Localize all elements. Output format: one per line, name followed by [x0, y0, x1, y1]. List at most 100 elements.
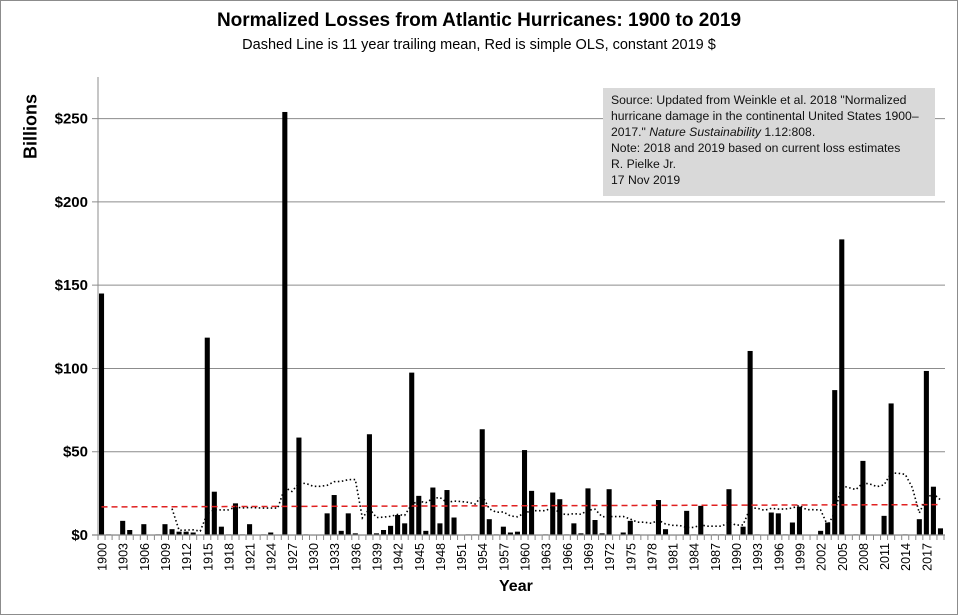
x-tick-label: 1945: [413, 543, 427, 571]
x-tick-label: 1933: [328, 543, 342, 571]
x-tick-label: 2017: [920, 543, 934, 571]
bar-1995: [768, 512, 774, 535]
bar-1938: [366, 434, 372, 535]
trailing-mean-line: [171, 472, 941, 533]
note-estimates: Note: 2018 and 2019 based on current los…: [611, 141, 901, 155]
bar-1975: [627, 520, 633, 535]
bar-1949: [444, 490, 450, 535]
y-tick-label: $150: [55, 277, 88, 294]
bar-1940: [380, 530, 387, 535]
bar-1968: [578, 533, 584, 535]
y-tick-label: $100: [55, 360, 88, 377]
y-tick-label: $0: [71, 527, 88, 544]
bar-1974: [620, 532, 626, 535]
chart-title: Normalized Losses from Atlantic Hurrican…: [216, 10, 742, 31]
bar-1932: [324, 513, 330, 535]
bar-1985: [698, 505, 704, 535]
x-tick-label: 1927: [286, 543, 300, 571]
bar-1964: [550, 492, 556, 535]
bar-1959: [514, 531, 521, 535]
x-tick-label: 1957: [497, 543, 511, 571]
bar-1943: [402, 523, 408, 535]
bar-2019: [937, 528, 944, 535]
x-tick-label: 1924: [265, 543, 279, 571]
bar-1947: [430, 487, 436, 535]
bar-1919: [232, 503, 239, 535]
note-author: R. Pielke Jr.: [611, 157, 677, 171]
x-tick-label: 1903: [117, 543, 131, 571]
x-tick-label: 2011: [878, 543, 892, 570]
x-tick-label: 1996: [772, 543, 786, 571]
x-tick-label: 1942: [392, 543, 406, 571]
x-tick-label: 1999: [793, 543, 807, 571]
note-date: 17 Nov 2019: [611, 173, 681, 187]
x-tick-label: 2002: [815, 543, 829, 571]
x-tick-label: 2014: [899, 543, 913, 571]
bar-2008: [860, 460, 866, 535]
bar-1939: [373, 533, 380, 535]
bar-1946: [423, 530, 429, 535]
x-axis-label: Year: [499, 578, 533, 595]
note-source: Source: Updated from Weinkle et al. 2018…: [611, 93, 919, 139]
bar-1911: [176, 531, 182, 535]
bar-1979: [655, 500, 662, 535]
chart-subtitle: Dashed Line is 11 year trailing mean, Re…: [242, 37, 716, 53]
x-tick-label: 2005: [836, 543, 850, 571]
bar-1999: [796, 506, 803, 535]
x-tick-label: 1993: [751, 543, 765, 571]
x-tick-label: 1990: [730, 543, 744, 571]
note-journal: Nature Sustainability: [649, 125, 761, 139]
bar-2016: [916, 519, 922, 535]
bar-1904: [127, 530, 133, 535]
bar-1983: [684, 510, 690, 535]
bar-2004: [832, 390, 838, 535]
bar-2017: [923, 370, 929, 535]
bar-1960: [521, 450, 528, 535]
note-citation: 1.12:808.: [761, 125, 816, 139]
x-tick-label: 1915: [201, 543, 215, 571]
bar-1917: [218, 526, 224, 535]
x-tick-label: 1948: [434, 543, 448, 571]
bar-1921: [247, 524, 253, 535]
ols-trend-line: [101, 503, 941, 508]
bar-1998: [789, 522, 795, 535]
source-note: Source: Updated from Weinkle et al. 2018…: [603, 88, 935, 196]
bar-1970: [592, 520, 598, 535]
x-tick-label: 1909: [159, 543, 173, 571]
x-tick-label: 1987: [709, 543, 723, 571]
bar-1916: [211, 491, 217, 535]
x-tick-label: 1954: [476, 543, 490, 571]
bar-2005: [839, 239, 845, 535]
bar-1928: [296, 437, 302, 535]
bar-1906: [141, 524, 147, 535]
x-tick-label: 1966: [561, 543, 575, 571]
bar-1991: [740, 526, 746, 535]
x-tick-label: 1972: [603, 543, 617, 571]
bar-1967: [571, 523, 577, 535]
bar-1936: [352, 533, 358, 535]
bar-1969: [585, 488, 591, 535]
bar-1942: [395, 515, 401, 535]
bar-1996: [775, 513, 781, 535]
x-tick-label: 1906: [138, 543, 152, 571]
bar-1913: [190, 532, 196, 535]
x-tick-label: 1951: [455, 543, 469, 571]
bar-1924: [268, 532, 274, 535]
x-tick-label: 1900: [96, 543, 110, 571]
bar-1926: [282, 111, 288, 535]
bar-1989: [726, 489, 732, 535]
x-tick-label: 1936: [349, 543, 363, 571]
x-tick-label: 1975: [624, 543, 638, 571]
bar-1958: [507, 532, 513, 535]
bar-2018: [930, 486, 936, 535]
bar-1955: [486, 519, 492, 535]
bar-1980: [662, 529, 669, 535]
bar-1933: [331, 495, 337, 535]
bar-1909: [162, 524, 168, 535]
x-tick-label: 1912: [180, 543, 194, 571]
bar-1915: [204, 337, 210, 535]
y-tick-label: $200: [55, 194, 88, 211]
x-tick-label: 1984: [688, 543, 702, 571]
bar-1992: [747, 350, 753, 535]
x-tick-label: 2008: [857, 543, 871, 571]
